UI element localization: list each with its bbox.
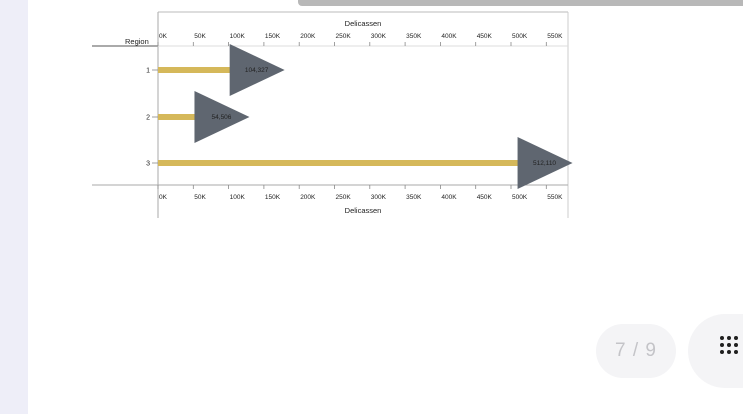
x-tick-label-bottom: 450K xyxy=(477,194,493,201)
x-tick-label-bottom: 550K xyxy=(547,194,563,201)
data-label: 104,327 xyxy=(245,67,269,74)
triangle-marker xyxy=(194,91,250,143)
x-tick-label-top: 200K xyxy=(300,33,316,40)
x-tick-label-top: 450K xyxy=(477,33,493,40)
y-tick-label: 2 xyxy=(146,115,150,122)
x-tick-label-bottom: 100K xyxy=(230,194,246,201)
x-axis-title-top: Delicassen xyxy=(345,19,382,28)
x-tick-label-top: 150K xyxy=(265,33,281,40)
x-tick-label-bottom: 0K xyxy=(159,194,168,201)
y-tick-label: 1 xyxy=(146,68,150,75)
bar xyxy=(158,67,232,73)
x-tick-label-top: 250K xyxy=(336,33,352,40)
bar xyxy=(158,114,197,120)
data-label: 54,506 xyxy=(212,114,232,121)
grid-menu-icon[interactable] xyxy=(720,336,738,354)
x-tick-label-top: 500K xyxy=(512,33,528,40)
left-margin-band xyxy=(0,0,28,414)
x-tick-label-bottom: 50K xyxy=(194,194,206,201)
menu-button[interactable] xyxy=(688,314,743,388)
x-tick-label-bottom: 200K xyxy=(300,194,316,201)
y-axis-title: Region xyxy=(125,37,149,46)
x-tick-label-top: 100K xyxy=(230,33,246,40)
triangle-marker xyxy=(517,137,573,189)
x-tick-label-bottom: 350K xyxy=(406,194,422,201)
x-tick-label-top: 0K xyxy=(159,33,168,40)
x-axis-title-bottom: Delicassen xyxy=(345,206,382,215)
page-counter: 7 / 9 xyxy=(596,324,676,378)
x-tick-label-top: 50K xyxy=(194,33,206,40)
y-tick-label: 3 xyxy=(146,161,150,168)
x-tick-label-top: 400K xyxy=(441,33,457,40)
x-tick-label-top: 550K xyxy=(547,33,563,40)
triangle-marker xyxy=(229,44,285,96)
x-tick-label-top: 350K xyxy=(406,33,422,40)
x-tick-label-bottom: 250K xyxy=(336,194,352,201)
x-tick-label-bottom: 500K xyxy=(512,194,528,201)
x-tick-label-bottom: 150K xyxy=(265,194,281,201)
horizontal-scrollbar[interactable] xyxy=(298,0,743,6)
bar xyxy=(158,160,520,166)
data-label: 512,110 xyxy=(533,160,556,167)
x-tick-label-top: 300K xyxy=(371,33,387,40)
x-tick-label-bottom: 400K xyxy=(441,194,457,201)
x-tick-label-bottom: 300K xyxy=(371,194,387,201)
